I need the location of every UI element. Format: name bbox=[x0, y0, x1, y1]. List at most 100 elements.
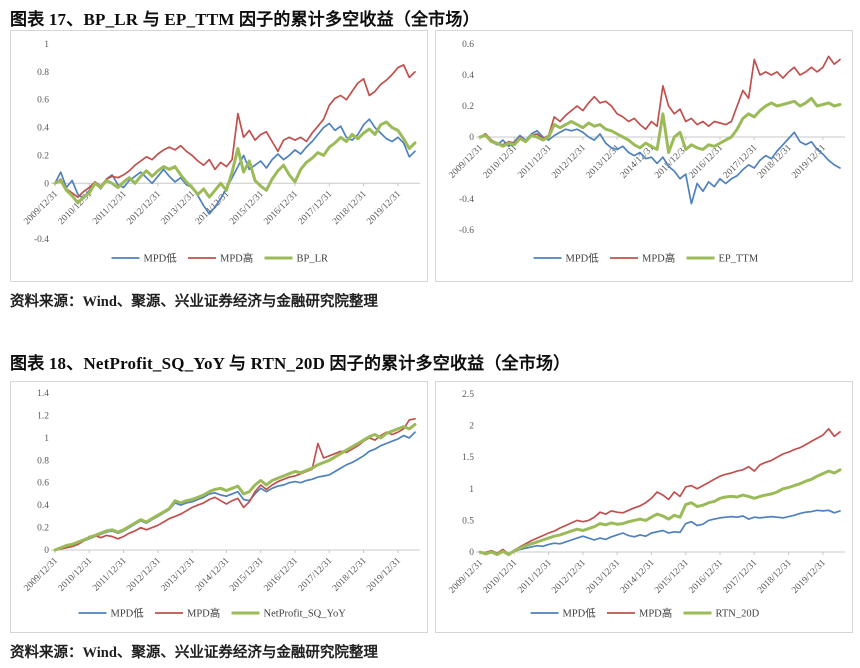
legend-label-mpd-high: MPD高 bbox=[639, 607, 672, 620]
legend-item-rtn-20d: RTN_20D bbox=[683, 609, 760, 620]
figure-17-charts-row: 2009/12/31 2010/12/31 2011/12/31 2012/12/31… bbox=[10, 30, 853, 282]
y-axis-tick-label: 0.8 bbox=[37, 456, 49, 466]
line-mpd-low bbox=[479, 509, 841, 557]
x-axis-tick-label: 2012/12/31 bbox=[125, 556, 163, 594]
chart-rtn-20d: 2009/12/31 2010/12/31 2011/12/31 2012/12/31… bbox=[435, 381, 853, 633]
legend-label-mpd-low: MPD低 bbox=[111, 607, 145, 620]
legend-item-bp-lr: BP_LR bbox=[264, 254, 329, 265]
chart-netprofit-sq-yoy: 2009/12/31 2010/12/31 2011/12/31 2012/12/31… bbox=[10, 381, 428, 633]
y-axis-tick-label: 1.5 bbox=[462, 453, 474, 463]
line-ep-ttm bbox=[478, 96, 842, 154]
x-axis-tick-label: 2017/12/31 bbox=[722, 558, 760, 596]
x-axis-tick-label: 2017/12/31 bbox=[297, 189, 335, 227]
chart-rtn-20d-svg: 2009/12/312010/12/312011/12/312012/12/31… bbox=[447, 390, 845, 620]
y-axis-tick-label: 0.4 bbox=[462, 71, 474, 81]
x-axis-tick-label: 2016/12/31 bbox=[262, 556, 300, 594]
x-axis-tick-label: 2011/12/31 bbox=[516, 143, 554, 181]
legend-label-mpd-high: MPD高 bbox=[642, 252, 675, 265]
y-axis-tick-label: 0 bbox=[469, 133, 474, 143]
x-axis-tick-label: 2019/12/31 bbox=[790, 143, 828, 181]
y-axis-tick-label: 1 bbox=[469, 485, 474, 495]
x-axis-tick-label: 2016/12/31 bbox=[687, 143, 725, 181]
y-axis-tick-label: 0.6 bbox=[462, 40, 474, 50]
x-axis-tick-label: 2017/12/31 bbox=[722, 143, 760, 181]
legend-label-bp-lr: BP_LR bbox=[297, 254, 329, 265]
x-axis-tick-label: 2009/12/31 bbox=[447, 143, 485, 181]
x-axis-tick-label: 2012/12/31 bbox=[125, 189, 163, 227]
line-netprofit-sq-yoy bbox=[53, 422, 417, 552]
legend-label-mpd-low: MPD低 bbox=[144, 252, 178, 265]
chart-bp-lr: 2009/12/31 2010/12/31 2011/12/31 2012/12/31… bbox=[10, 30, 428, 282]
line-mpd-high bbox=[54, 64, 416, 199]
x-axis-tick-label: 2018/12/31 bbox=[331, 189, 369, 227]
y-axis-tick-label: 0.6 bbox=[37, 96, 49, 106]
y-axis-tick-label: -0.4 bbox=[34, 235, 49, 245]
x-axis-tick-label: 2010/12/31 bbox=[57, 556, 95, 594]
y-axis-tick-label: 2.5 bbox=[462, 390, 474, 400]
y-axis-tick-label: 0.5 bbox=[462, 516, 474, 526]
y-axis-tick-label: 0.6 bbox=[37, 479, 49, 489]
y-axis-tick-label: 0.4 bbox=[37, 124, 49, 134]
legend-label-mpd-low: MPD低 bbox=[563, 607, 597, 620]
x-axis-tick-label: 2009/12/31 bbox=[447, 558, 485, 596]
figure-17-title: 图表 17、BP_LR 与 EP_TTM 因子的累计多空收益（全市场） bbox=[10, 10, 480, 29]
legend-label-mpd-high: MPD高 bbox=[187, 607, 220, 620]
y-axis-tick-label: 1.2 bbox=[37, 411, 49, 421]
line-mpd-high bbox=[479, 55, 841, 146]
x-axis-tick-label: 2012/12/31 bbox=[550, 143, 588, 181]
y-axis-tick-label: 0.2 bbox=[37, 151, 49, 161]
legend-item-mpd-high: MPD高 bbox=[607, 607, 672, 620]
y-axis-tick-label: 0.8 bbox=[37, 68, 49, 78]
x-axis-tick-label: 2016/12/31 bbox=[687, 558, 725, 596]
legend-label-rtn-20d: RTN_20D bbox=[716, 609, 760, 620]
x-axis-tick-label: 2014/12/31 bbox=[194, 556, 232, 594]
legend-item-mpd-low: MPD低 bbox=[530, 607, 597, 620]
x-axis-tick-label: 2010/12/31 bbox=[482, 558, 520, 596]
line-mpd-low bbox=[479, 128, 841, 205]
x-axis-tick-label: 2011/12/31 bbox=[516, 558, 554, 596]
figure-18-source: 资料来源：Wind、聚源、兴业证券经济与金融研究院整理 bbox=[10, 645, 378, 661]
x-axis-tick-label: 2019/12/31 bbox=[365, 189, 403, 227]
x-axis-tick-label: 2011/12/31 bbox=[91, 556, 129, 594]
x-axis-tick-label: 2009/12/31 bbox=[22, 189, 60, 227]
legend-item-netprofit-sq-yoy: NetProfit_SQ_YoY bbox=[231, 609, 347, 620]
x-axis-tick-label: 2014/12/31 bbox=[619, 558, 657, 596]
y-axis-tick-label: 0.2 bbox=[37, 524, 49, 534]
x-axis-tick-label: 2015/12/31 bbox=[228, 556, 266, 594]
line-bp-lr bbox=[53, 120, 417, 205]
legend-label-netprofit-sq-yoy: NetProfit_SQ_YoY bbox=[264, 609, 347, 620]
x-axis-tick-label: 2012/12/31 bbox=[550, 558, 588, 596]
x-axis-tick-label: 2009/12/31 bbox=[22, 556, 60, 594]
x-axis-tick-label: 2013/12/31 bbox=[160, 189, 198, 227]
y-axis-tick-label: 0 bbox=[44, 546, 49, 556]
x-axis-tick-label: 2019/12/31 bbox=[365, 556, 403, 594]
x-axis-tick-label: 2016/12/31 bbox=[262, 189, 300, 227]
x-axis-tick-label: 2015/12/31 bbox=[653, 558, 691, 596]
legend-item-ep-ttm: EP_TTM bbox=[686, 254, 759, 265]
line-rtn-20d bbox=[478, 468, 842, 556]
x-axis-tick-label: 2010/12/31 bbox=[482, 143, 520, 181]
y-axis-tick-label: 1 bbox=[44, 40, 49, 50]
y-axis-tick-label: 1 bbox=[44, 434, 49, 444]
y-axis-tick-label: 0 bbox=[44, 179, 49, 189]
y-axis-tick-label: 0.4 bbox=[37, 501, 49, 511]
y-axis-tick-label: -0.6 bbox=[459, 226, 474, 236]
x-axis-tick-label: 2018/12/31 bbox=[756, 143, 794, 181]
x-axis-tick-label: 2018/12/31 bbox=[756, 558, 794, 596]
legend-label-ep-ttm: EP_TTM bbox=[719, 254, 759, 265]
chart-ep-ttm-svg: 2009/12/312010/12/312011/12/312012/12/31… bbox=[447, 40, 845, 265]
y-axis-tick-label: -0.4 bbox=[459, 195, 474, 205]
x-axis-tick-label: 2018/12/31 bbox=[331, 556, 369, 594]
legend-item-mpd-high: MPD高 bbox=[610, 252, 675, 265]
legend-label-mpd-high: MPD高 bbox=[220, 252, 253, 265]
x-axis-tick-label: 2013/12/31 bbox=[160, 556, 198, 594]
line-mpd-high bbox=[479, 427, 841, 555]
legend-item-mpd-low: MPD低 bbox=[111, 252, 178, 265]
figure-17-source: 资料来源：Wind、聚源、兴业证券经济与金融研究院整理 bbox=[10, 294, 378, 310]
line-mpd-low bbox=[54, 431, 416, 551]
legend-item-mpd-low: MPD低 bbox=[78, 607, 145, 620]
y-axis-tick-label: 0 bbox=[469, 548, 474, 558]
y-axis-tick-label: 0.2 bbox=[462, 102, 474, 112]
line-mpd-high bbox=[54, 417, 416, 551]
